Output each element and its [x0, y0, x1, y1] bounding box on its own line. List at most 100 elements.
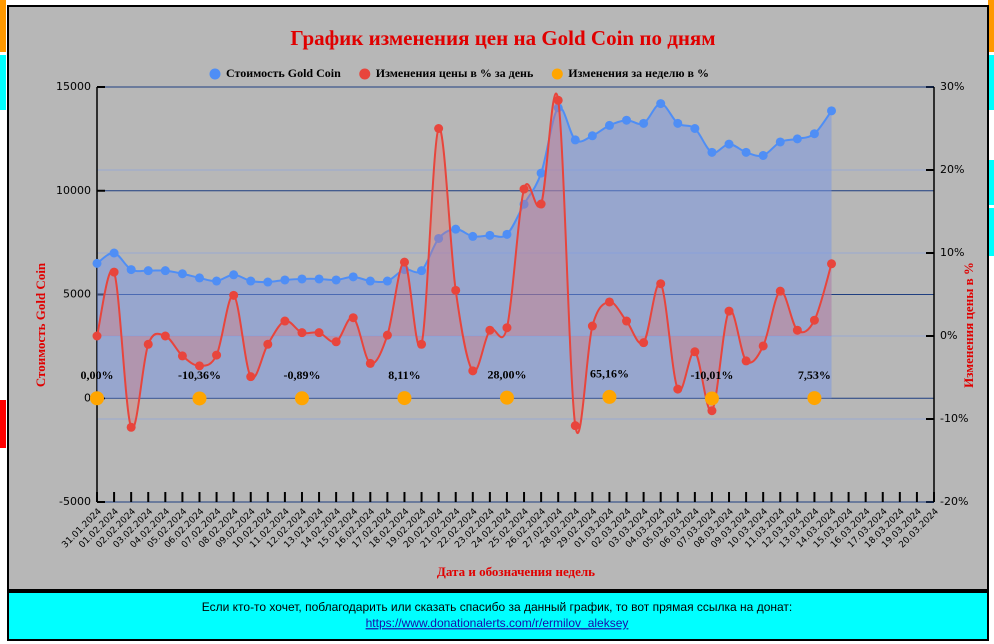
cell [988, 208, 994, 256]
point [502, 323, 512, 333]
point [314, 274, 324, 284]
footer-text: Если кто-то хочет, поблагодарить или ска… [202, 600, 793, 614]
point [246, 276, 256, 286]
point [673, 118, 683, 128]
point [622, 115, 632, 125]
point [177, 351, 187, 361]
legend-label: Стоимость Gold Coin [226, 66, 341, 80]
point [90, 391, 104, 406]
cell [988, 0, 994, 52]
point [587, 131, 597, 141]
legend-label: Изменения цены в % за день [376, 66, 534, 80]
point [192, 391, 207, 406]
point [468, 231, 478, 241]
point [602, 389, 617, 404]
point [294, 391, 309, 406]
point [109, 267, 119, 277]
point [604, 297, 614, 307]
point [724, 139, 734, 149]
point [690, 124, 700, 133]
point [485, 230, 495, 240]
y2-tick-label: 10% [940, 246, 964, 259]
point [827, 259, 837, 269]
point [382, 276, 392, 286]
y2-tick-label: 30% [940, 80, 964, 93]
point [707, 147, 717, 157]
point [792, 325, 802, 335]
point [194, 273, 204, 283]
point [792, 134, 802, 144]
point [499, 390, 514, 405]
point [263, 277, 273, 287]
point [468, 366, 478, 376]
point [229, 270, 239, 280]
y2-tick-label: -10% [940, 412, 968, 425]
point [827, 106, 837, 116]
x-axis-title: Дата и обозначения недель [437, 564, 595, 579]
point [775, 137, 785, 147]
point [502, 229, 512, 239]
chart-title: График изменения цен на Gold Coin по дня… [290, 26, 715, 50]
point [741, 356, 751, 366]
point [570, 135, 580, 145]
point [126, 265, 136, 275]
footer-box [7, 591, 989, 641]
data-label: -10,36% [178, 368, 221, 382]
point [109, 248, 119, 258]
point [417, 339, 427, 349]
y2-tick-label: 20% [940, 163, 964, 176]
y-tick-label: -5000 [59, 495, 91, 508]
point [775, 286, 785, 296]
point [639, 118, 649, 128]
point [553, 95, 563, 105]
legend-label: Изменения за неделю в % [568, 66, 709, 80]
y2-tick-label: -20% [940, 495, 968, 508]
point [314, 328, 324, 338]
point [519, 184, 529, 194]
point [348, 313, 358, 323]
point [126, 422, 136, 432]
point [143, 266, 153, 276]
cell [0, 400, 6, 448]
y-tick-label: 15000 [56, 80, 91, 93]
point [807, 391, 822, 406]
point [160, 331, 170, 341]
footer-link[interactable]: https://www.donationalerts.com/r/ermilov… [366, 616, 629, 630]
legend-marker [359, 68, 371, 80]
cell [0, 55, 6, 110]
point [451, 285, 461, 295]
point [297, 328, 307, 338]
data-label: 7,53% [798, 368, 831, 382]
point [451, 224, 461, 234]
point [92, 258, 102, 268]
point [587, 321, 597, 331]
point [177, 269, 187, 279]
data-label: -0,89% [283, 368, 320, 382]
point [758, 150, 768, 160]
point [280, 275, 290, 285]
point [160, 266, 170, 276]
point [263, 339, 273, 349]
point [704, 391, 719, 406]
point [570, 421, 580, 431]
point [809, 129, 819, 139]
point [809, 315, 819, 325]
point [297, 274, 307, 284]
cell [0, 0, 6, 52]
point [622, 316, 632, 326]
point [280, 316, 290, 326]
y-tick-label: 0 [84, 391, 91, 404]
point [143, 339, 153, 349]
point [536, 168, 546, 178]
point [194, 361, 204, 371]
legend-marker [551, 68, 563, 80]
y-axis-title: Стоимость Gold Coin [33, 262, 48, 387]
point [673, 384, 683, 394]
point [656, 279, 666, 289]
data-label: 65,16% [590, 367, 629, 381]
point [246, 372, 256, 382]
point [690, 347, 700, 357]
y-tick-label: 10000 [56, 184, 91, 197]
point [434, 124, 444, 133]
